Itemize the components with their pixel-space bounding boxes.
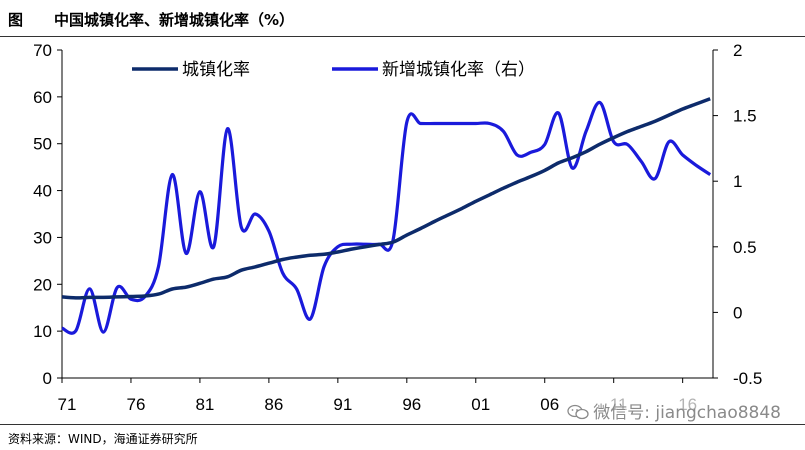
x-tick-label: 01 [471,395,490,414]
left-tick-label: 50 [33,135,52,154]
x-tick-label: 06 [540,395,559,414]
chart-title: 中国城镇化率、新增城镇化率（%） [54,11,295,29]
right-tick-label: 1 [733,172,742,191]
x-tick-label: 86 [264,395,283,414]
right-tick-label: 0.5 [733,238,757,257]
left-tick-label: 70 [33,41,52,60]
left-tick-label: 10 [33,322,52,341]
x-tick-label: 76 [127,395,146,414]
chart-legend: 城镇化率 新增城镇化率（右） [132,60,535,80]
left-tick-label: 30 [33,228,52,247]
left-tick-label: 40 [33,182,52,201]
right-tick-label: 1.5 [733,107,757,126]
figure-footer: 资料来源：WIND，海通证券研究所 [0,424,805,450]
x-tick-label: 91 [333,395,352,414]
chart-series [61,97,712,335]
x-tick-label: 71 [58,395,77,414]
x-tick-label: 81 [195,395,214,414]
right-tick-label: 2 [733,41,742,60]
left-tick-label: 60 [33,88,52,107]
right-tick-label: -0.5 [733,369,762,388]
series-line-urbanization-rate [61,97,711,300]
wechat-icon [567,404,589,420]
figure-label: 图 [8,11,24,29]
watermark: 微信号: jiangchao8848 [565,398,783,423]
source-note: 资料来源：WIND，海通证券研究所 [8,432,198,446]
right-tick-label: 0 [733,303,742,322]
watermark-text: 微信号: jiangchao8848 [593,403,781,423]
legend-label-urbanization-rate: 城镇化率 [182,60,250,80]
legend-label-new-urbanization-rate: 新增城镇化率（右） [382,60,535,80]
left-tick-label: 20 [33,275,52,294]
x-tick-label: 96 [402,395,421,414]
figure-header: 图 中国城镇化率、新增城镇化率（%） [0,0,805,37]
left-tick-label: 0 [43,369,52,388]
